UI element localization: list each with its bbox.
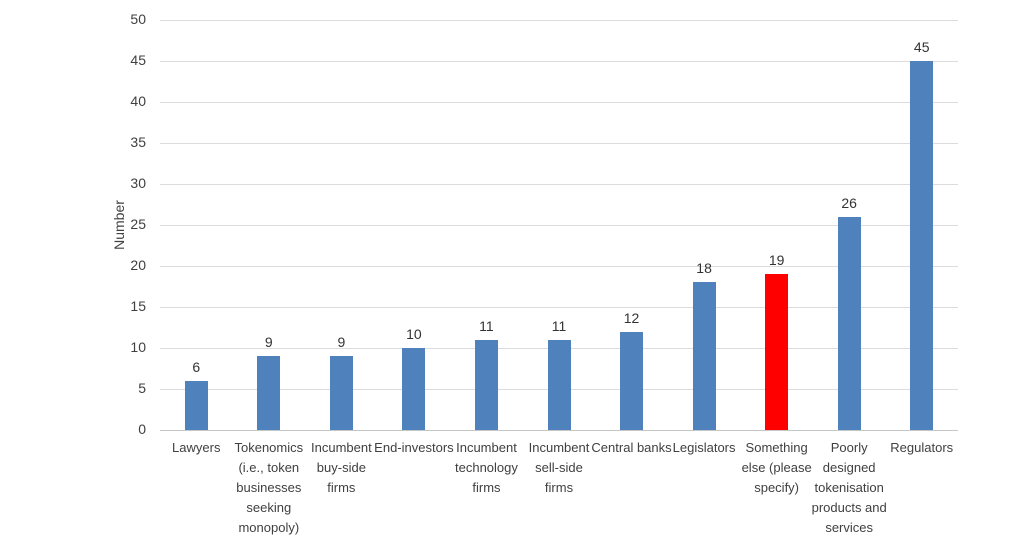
- y-tick-label-5: 5: [138, 380, 146, 396]
- category-label-6: Central banks: [591, 440, 672, 455]
- bar-value-label-1: 9: [264, 334, 273, 350]
- gridline-35: [160, 142, 958, 144]
- category-label-3: End-investors: [374, 440, 454, 455]
- gridline-45: [160, 60, 958, 62]
- category-label-1: Tokenomics (i.e., token businesses seeki…: [234, 440, 304, 535]
- category-label-4: Incumbent technology firms: [455, 440, 518, 495]
- y-tick-label-35: 35: [130, 134, 146, 150]
- y-tick-label-40: 40: [130, 93, 146, 109]
- bar-value-label-7: 18: [696, 260, 712, 276]
- bar-value-label-0: 6: [192, 359, 201, 375]
- bar-0: [184, 381, 208, 430]
- category-label-2: Incumbent buy-side firms: [311, 440, 372, 495]
- bar-value-label-5: 11: [551, 318, 567, 334]
- bar-value-label-2: 9: [337, 334, 346, 350]
- category-label-5: Incumbent sell-side firms: [528, 440, 590, 495]
- y-tick-label-10: 10: [130, 339, 146, 355]
- y-tick-label-0: 0: [138, 421, 146, 437]
- gridline-20: [160, 265, 958, 267]
- category-label-8: Something else (please specify): [741, 440, 812, 495]
- bar-9: [837, 217, 861, 430]
- gridline-30: [160, 183, 958, 185]
- bar-value-label-3: 10: [406, 326, 422, 342]
- category-label-7: Legislators: [672, 440, 736, 455]
- y-tick-label-50: 50: [130, 11, 146, 27]
- bar-value-label-4: 11: [479, 318, 494, 334]
- y-tick-label-20: 20: [130, 257, 146, 273]
- bar-7: [692, 282, 716, 430]
- bar-10: [910, 61, 934, 430]
- bar-value-label-8: 19: [768, 252, 785, 268]
- bar-value-label-6: 12: [623, 310, 640, 326]
- gridline-40: [160, 101, 958, 103]
- bar-value-label-10: 45: [913, 39, 930, 55]
- gridline-25: [160, 224, 958, 226]
- y-tick-label-30: 30: [130, 175, 146, 191]
- bar-value-label-9: 26: [841, 195, 857, 211]
- gridline-50: [160, 19, 958, 21]
- category-label-10: Regulators: [890, 440, 954, 455]
- bar-1: [257, 356, 281, 430]
- y-tick-label-15: 15: [130, 298, 146, 314]
- y-tick-label-45: 45: [130, 52, 146, 68]
- gridline-15: [160, 306, 958, 308]
- bar-2: [329, 356, 353, 430]
- bar-4: [474, 340, 498, 430]
- bar-5: [547, 340, 571, 430]
- bar-8: [765, 274, 789, 430]
- category-label-9: Poorly designed tokenisation products an…: [811, 440, 887, 535]
- gridline-0: [160, 429, 958, 431]
- bar-3: [402, 348, 426, 430]
- bar-6: [620, 332, 644, 430]
- category-label-0: Lawyers: [172, 440, 221, 455]
- plot-area: [160, 19, 958, 431]
- y-tick-label-25: 25: [130, 216, 146, 232]
